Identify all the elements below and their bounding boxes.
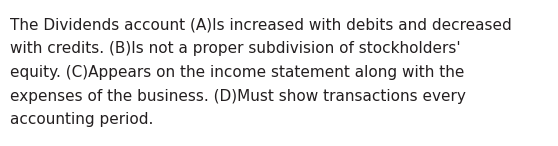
- Text: equity. (C)Appears on the income statement along with the: equity. (C)Appears on the income stateme…: [10, 65, 464, 80]
- Text: accounting period.: accounting period.: [10, 112, 153, 127]
- Text: The Dividends account (A)Is increased with debits and decreased: The Dividends account (A)Is increased wi…: [10, 18, 512, 33]
- Text: expenses of the business. (D)Must show transactions every: expenses of the business. (D)Must show t…: [10, 88, 466, 104]
- Text: with credits. (B)Is not a proper subdivision of stockholders': with credits. (B)Is not a proper subdivi…: [10, 41, 460, 57]
